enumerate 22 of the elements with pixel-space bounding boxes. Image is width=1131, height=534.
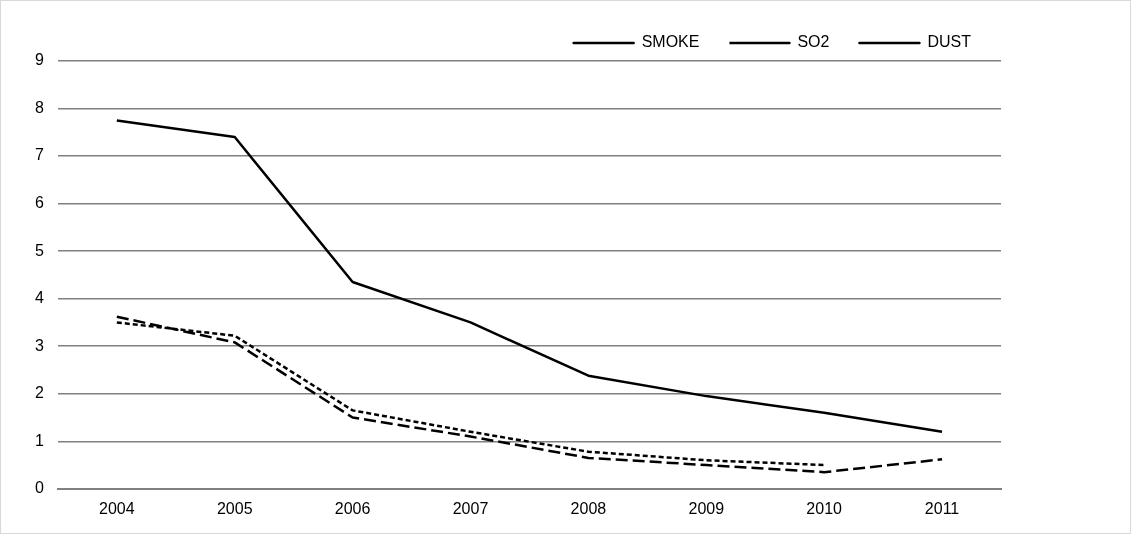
y-tick-label: 3 xyxy=(34,336,44,354)
x-tick-label: 2004 xyxy=(99,499,135,517)
y-tick-label: 2 xyxy=(34,384,44,402)
x-tick-label: 2009 xyxy=(688,499,725,517)
y-tick-label: 7 xyxy=(34,146,44,164)
legend-label: DUST xyxy=(927,33,972,51)
x-tick-label: 2007 xyxy=(452,499,489,517)
x-tick-label: 2005 xyxy=(216,499,253,517)
y-tick-label: 8 xyxy=(34,98,44,116)
line-series xyxy=(115,315,944,474)
y-tick-label: 9 xyxy=(34,51,44,69)
x-tick-label: 2006 xyxy=(334,499,371,517)
y-tick-label: 1 xyxy=(34,431,44,449)
y-tick-label: 6 xyxy=(34,194,44,212)
x-tick-label: 2010 xyxy=(806,499,843,517)
y-tick-label: 4 xyxy=(34,289,44,307)
x-tick-label: 2008 xyxy=(570,499,607,517)
x-tick-label: 2011 xyxy=(924,499,960,517)
legend-label: SMOKE xyxy=(641,33,700,51)
y-tick-label: 5 xyxy=(34,241,44,259)
legend-label: SO2 xyxy=(797,33,830,51)
y-tick-label: 0 xyxy=(34,479,44,497)
